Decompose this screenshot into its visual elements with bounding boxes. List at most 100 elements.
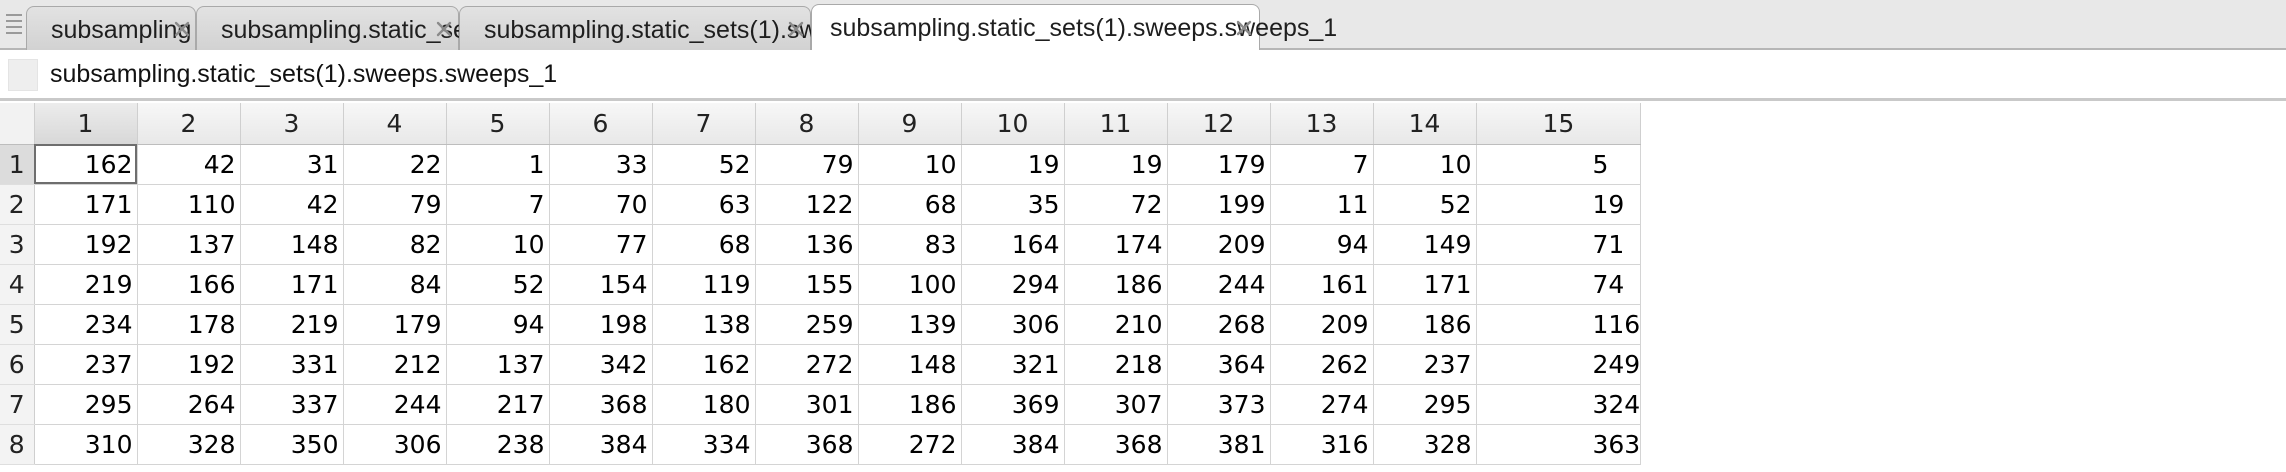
table-cell[interactable]: 350	[240, 424, 344, 465]
table-cell[interactable]: 82	[343, 224, 447, 265]
table-cell[interactable]: 324	[1476, 384, 1642, 425]
column-header[interactable]: 11	[1064, 103, 1168, 145]
table-cell[interactable]: 321	[961, 344, 1065, 385]
tab-subsampling-static-sets-sweeps-sweeps-1[interactable]: subsampling.static_sets(1).sweeps.sweeps…	[811, 4, 1337, 50]
table-cell[interactable]: 139	[858, 304, 962, 345]
table-cell[interactable]: 180	[652, 384, 756, 425]
table-cell[interactable]: 7	[446, 184, 550, 225]
table-cell[interactable]: 5	[1476, 144, 1642, 185]
table-cell[interactable]: 328	[137, 424, 241, 465]
table-cell[interactable]: 19	[961, 144, 1065, 185]
table-cell[interactable]: 33	[549, 144, 653, 185]
table-cell[interactable]: 31	[240, 144, 344, 185]
table-cell[interactable]: 10	[446, 224, 550, 265]
close-x-icon[interactable]	[433, 18, 455, 40]
table-cell[interactable]: 94	[1270, 224, 1374, 265]
table-cell[interactable]: 381	[1167, 424, 1271, 465]
row-header[interactable]: 5	[0, 304, 35, 345]
table-cell[interactable]: 52	[652, 144, 756, 185]
table-cell[interactable]: 210	[1064, 304, 1168, 345]
table-cell[interactable]: 149	[1373, 224, 1477, 265]
table-cell[interactable]: 68	[652, 224, 756, 265]
table-cell[interactable]: 1	[446, 144, 550, 185]
row-header[interactable]: 1	[0, 144, 35, 185]
table-cell[interactable]: 272	[755, 344, 859, 385]
table-cell[interactable]: 179	[343, 304, 447, 345]
table-cell[interactable]: 368	[1064, 424, 1168, 465]
table-cell[interactable]: 238	[446, 424, 550, 465]
table-cell[interactable]: 122	[755, 184, 859, 225]
table-cell[interactable]: 52	[1373, 184, 1477, 225]
table-cell[interactable]: 100	[858, 264, 962, 305]
table-cell[interactable]: 186	[1373, 304, 1477, 345]
table-cell[interactable]: 384	[961, 424, 1065, 465]
table-cell[interactable]: 316	[1270, 424, 1374, 465]
table-cell[interactable]: 19	[1476, 184, 1642, 225]
table-cell[interactable]: 234	[34, 304, 138, 345]
table-cell[interactable]: 171	[1373, 264, 1477, 305]
row-header[interactable]: 2	[0, 184, 35, 225]
column-header[interactable]: 1	[34, 103, 138, 145]
table-cell[interactable]: 301	[755, 384, 859, 425]
table-cell[interactable]: 10	[1373, 144, 1477, 185]
table-cell[interactable]: 68	[858, 184, 962, 225]
table-cell[interactable]: 116	[1476, 304, 1642, 345]
table-cell[interactable]: 310	[34, 424, 138, 465]
table-cell[interactable]: 79	[343, 184, 447, 225]
drag-grip-icon[interactable]	[6, 10, 22, 40]
table-cell[interactable]: 259	[755, 304, 859, 345]
table-cell[interactable]: 369	[961, 384, 1065, 425]
table-cell[interactable]: 186	[858, 384, 962, 425]
column-header[interactable]: 12	[1167, 103, 1271, 145]
column-header[interactable]: 13	[1270, 103, 1374, 145]
table-cell[interactable]: 199	[1167, 184, 1271, 225]
close-x-icon[interactable]	[785, 18, 807, 40]
table-cell[interactable]: 83	[858, 224, 962, 265]
table-cell[interactable]: 171	[34, 184, 138, 225]
table-cell[interactable]: 244	[1167, 264, 1271, 305]
table-cell[interactable]: 161	[1270, 264, 1374, 305]
table-cell[interactable]: 71	[1476, 224, 1642, 265]
table-cell[interactable]: 237	[34, 344, 138, 385]
table-cell[interactable]: 119	[652, 264, 756, 305]
column-header[interactable]: 10	[961, 103, 1065, 145]
tab-subsampling-static-sets[interactable]: subsampling.static_sets	[196, 6, 486, 50]
table-cell[interactable]: 262	[1270, 344, 1374, 385]
table-cell[interactable]: 268	[1167, 304, 1271, 345]
table-cell[interactable]: 342	[549, 344, 653, 385]
table-cell[interactable]: 11	[1270, 184, 1374, 225]
table-cell[interactable]: 74	[1476, 264, 1642, 305]
table-cell[interactable]: 306	[961, 304, 1065, 345]
table-cell[interactable]: 63	[652, 184, 756, 225]
table-cell[interactable]: 155	[755, 264, 859, 305]
table-cell[interactable]: 148	[240, 224, 344, 265]
table-cell[interactable]: 138	[652, 304, 756, 345]
table-cell[interactable]: 294	[961, 264, 1065, 305]
tab-subsampling[interactable]: subsampling	[26, 6, 196, 50]
row-header[interactable]: 3	[0, 224, 35, 265]
table-cell[interactable]: 192	[34, 224, 138, 265]
table-cell[interactable]: 217	[446, 384, 550, 425]
table-cell[interactable]: 331	[240, 344, 344, 385]
table-cell[interactable]: 42	[240, 184, 344, 225]
row-header[interactable]: 6	[0, 344, 35, 385]
column-header[interactable]: 15	[1476, 103, 1642, 145]
table-cell[interactable]: 22	[343, 144, 447, 185]
table-cell[interactable]: 328	[1373, 424, 1477, 465]
table-cell[interactable]: 373	[1167, 384, 1271, 425]
table-cell[interactable]: 244	[343, 384, 447, 425]
table-cell[interactable]: 166	[137, 264, 241, 305]
table-cell[interactable]: 237	[1373, 344, 1477, 385]
grid-corner[interactable]	[0, 103, 35, 145]
table-cell[interactable]: 384	[549, 424, 653, 465]
table-cell[interactable]: 179	[1167, 144, 1271, 185]
column-header[interactable]: 3	[240, 103, 344, 145]
table-cell[interactable]: 171	[240, 264, 344, 305]
table-cell[interactable]: 295	[34, 384, 138, 425]
table-cell[interactable]: 337	[240, 384, 344, 425]
column-header[interactable]: 8	[755, 103, 859, 145]
table-cell[interactable]: 137	[137, 224, 241, 265]
column-header[interactable]: 5	[446, 103, 550, 145]
row-header[interactable]: 4	[0, 264, 35, 305]
table-cell[interactable]: 7	[1270, 144, 1374, 185]
